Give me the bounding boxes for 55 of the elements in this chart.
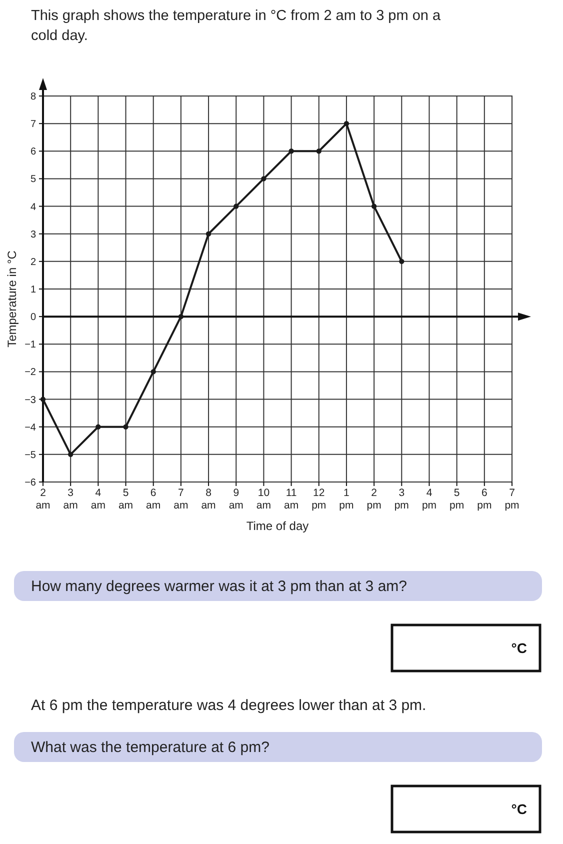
x-tick-label: 3 pm [394,487,410,512]
point [371,204,377,209]
x-axis-title: Time of day [246,519,309,533]
y-tick-label: −6 [24,478,36,488]
point [178,314,184,320]
point [234,204,239,209]
x-tick-label: 2 am [36,487,51,512]
y-tick-label: 6 [30,146,36,158]
x-tick-label: 7 am [174,487,188,512]
text: At 6 pm the temperature was 4 degrees lower than at 3 pm. [31,697,426,714]
y-tick-label: −4 [24,422,36,434]
chart-title: This graph shows the temperature in °C from 2 am to 3 pm on a cold day. [31,8,442,44]
point [150,369,156,374]
y-tick-label: 3 [30,229,36,240]
point [206,231,212,236]
text: What was the temperature at 6 pm? [31,739,270,756]
y-tick-label: 7 [30,119,36,130]
x-tick-label: 4 pm [422,487,437,512]
point [68,452,74,458]
point [123,424,128,430]
point [399,258,404,264]
x-tick-label: 5 am [118,487,134,512]
point [40,396,46,402]
x-tick-label: 6 am [146,487,161,512]
point [288,148,294,154]
x-tick-label: 5 pm [450,487,464,512]
y-tick-label: 4 [30,202,36,213]
x-tick-label: 11 am [284,487,299,512]
x-tick-label: 3 am [63,487,78,512]
point [96,424,101,430]
point [316,148,322,154]
y-tick-label: 8 [30,92,36,102]
y-tick-label: −1 [24,340,36,351]
x-tick-label: 7 pm [504,487,520,512]
y-tick-label: 2 [30,256,36,268]
x-tick-label: 2 pm [366,487,382,512]
y-tick-label: 0 [30,312,36,324]
x-tick-label: 9 am [228,487,244,512]
y-tick-label: −5 [24,450,36,461]
x-tick-label: 8 am [201,487,216,512]
y-tick-label: −2 [24,367,36,378]
text: °C [511,801,527,817]
x-tick-label: 1 pm [339,487,354,512]
text: How many degrees warmer was it at 3 pm than at 3 am? [31,578,407,595]
x-tick-label: 6 pm [477,487,492,512]
y-axis-title: Temperature in °C [5,250,19,348]
x-tick-label: 4 am [90,487,106,512]
y-tick-label: 5 [30,174,36,186]
point [261,176,266,182]
y-tick-label: 1 [30,284,36,296]
x-tick-label: 10 am [256,487,272,512]
y-tick-label: −3 [24,394,36,406]
point [344,120,350,126]
x-tick-label: 12 pm [312,487,326,512]
text: °C [511,640,527,656]
